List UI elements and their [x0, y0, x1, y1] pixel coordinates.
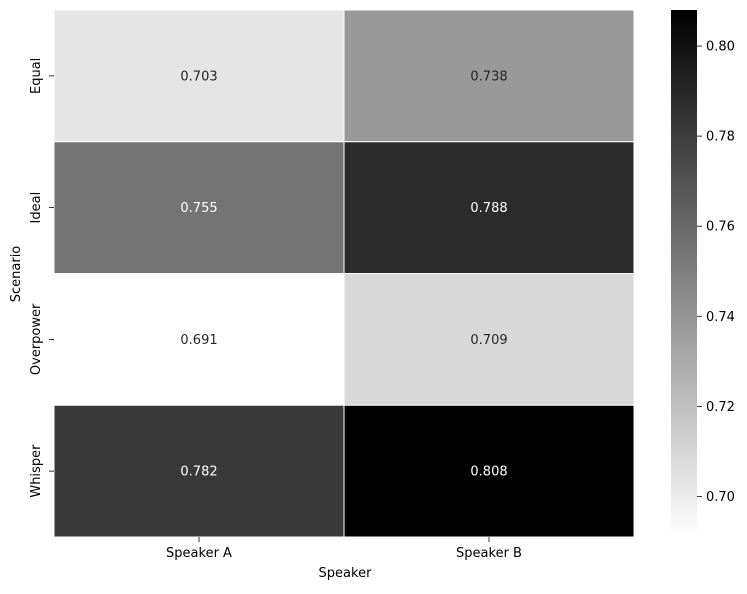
- heatmap-cell: [53, 273, 345, 406]
- y-tick-label: Ideal: [29, 192, 44, 224]
- colorbar: 0.70 0.72 0.74 0.76 0.78 0.80: [671, 10, 735, 537]
- heatmap-cell: [53, 141, 345, 274]
- colorbar-tick-label: 0.80: [706, 40, 735, 55]
- y-tick-label: Whisper: [29, 444, 44, 498]
- heatmap-cell-value: 0.782: [180, 465, 217, 480]
- heatmap-cell-value: 0.755: [180, 201, 217, 216]
- y-axis-ticks: Equal Ideal Overpower Whisper: [29, 58, 54, 498]
- x-axis-ticks: Speaker A Speaker B: [166, 537, 522, 561]
- x-tick-label: Speaker B: [456, 546, 522, 561]
- heatmap-cell-value: 0.703: [180, 69, 217, 84]
- y-axis-label: Scenario: [9, 246, 24, 303]
- colorbar-tick-label: 0.78: [706, 130, 735, 145]
- heatmap-cell: [53, 404, 345, 538]
- heatmap-cell: [343, 273, 635, 406]
- colorbar-tick-label: 0.76: [706, 220, 735, 235]
- heatmap-cell-value: 0.691: [180, 333, 217, 348]
- heatmap-cells: [53, 9, 635, 538]
- x-axis-label: Speaker: [319, 566, 373, 581]
- colorbar-tick-label: 0.72: [706, 400, 735, 415]
- heatmap-cell-labels: 0.703 0.738 0.755 0.788 0.691 0.709 0.782 0.808: [180, 69, 507, 479]
- colorbar-ticks: 0.70 0.72 0.74 0.76 0.78 0.80: [697, 40, 735, 505]
- colorbar-tick-label: 0.74: [706, 310, 735, 325]
- colorbar-gradient: [671, 10, 697, 537]
- x-tick-label: Speaker A: [166, 546, 232, 561]
- heatmap-cell: [343, 404, 635, 538]
- heatmap-cell-value: 0.709: [470, 333, 507, 348]
- y-tick-label: Equal: [29, 58, 44, 94]
- heatmap-cell-value: 0.788: [470, 201, 507, 216]
- heatmap-cell: [53, 9, 345, 143]
- heatmap-cell-value: 0.738: [470, 69, 507, 84]
- y-tick-label: Overpower: [29, 303, 44, 375]
- heatmap-cell: [343, 141, 635, 274]
- colorbar-tick-label: 0.70: [706, 490, 735, 505]
- heatmap-cell-value: 0.808: [470, 465, 507, 480]
- heatmap-cell: [343, 9, 635, 143]
